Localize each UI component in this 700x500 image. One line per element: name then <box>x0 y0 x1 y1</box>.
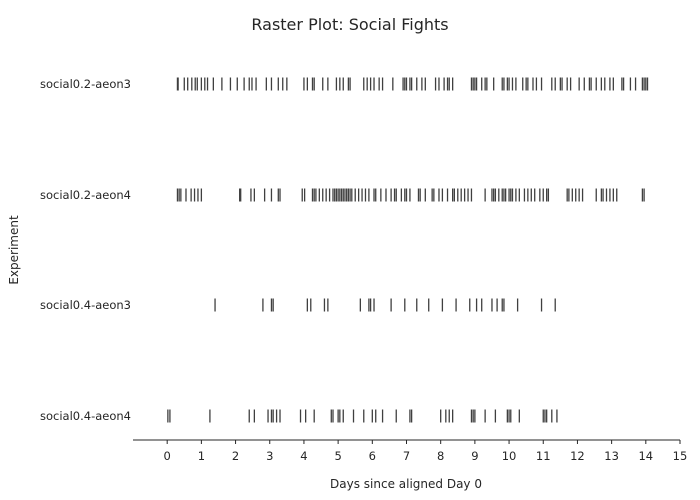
x-tick-label: 3 <box>266 449 273 463</box>
experiment-row: social0.2-aeon4 <box>40 188 645 202</box>
row-label: social0.4-aeon3 <box>40 298 131 312</box>
row-label: social0.4-aeon4 <box>40 409 131 423</box>
x-axis: 0 1 2 3 4 5 6 7 8 9 10 11 12 13 14 15 <box>133 439 688 463</box>
experiment-row: social0.4-aeon3 <box>40 298 556 312</box>
x-tick-label: 4 <box>300 449 307 463</box>
x-tick-label: 7 <box>403 449 410 463</box>
y-axis-label: Experiment <box>7 215 21 285</box>
x-axis-label: Days since aligned Day 0 <box>330 477 482 491</box>
experiment-rows: social0.2-aeon3 social0.2-aeon4 social0.4-… <box>40 77 649 423</box>
row-label: social0.2-aeon4 <box>40 188 131 202</box>
x-tick-label: 6 <box>369 449 376 463</box>
chart-title: Raster Plot: Social Fights <box>251 15 448 34</box>
x-tick-label: 10 <box>502 449 517 463</box>
x-tick-label: 11 <box>536 449 551 463</box>
x-tick-label: 13 <box>604 449 619 463</box>
experiment-row: social0.2-aeon3 <box>40 77 649 91</box>
x-tick-label: 12 <box>570 449 585 463</box>
experiment-row: social0.4-aeon4 <box>40 409 558 423</box>
x-tick-label: 15 <box>673 449 688 463</box>
x-tick-label: 8 <box>437 449 444 463</box>
x-tick-label: 0 <box>164 449 171 463</box>
x-tick-label: 2 <box>232 449 239 463</box>
x-tick-label: 9 <box>471 449 478 463</box>
x-tick-label: 1 <box>198 449 205 463</box>
x-tick-label: 14 <box>638 449 653 463</box>
x-tick-label: 5 <box>334 449 341 463</box>
row-label: social0.2-aeon3 <box>40 77 131 91</box>
